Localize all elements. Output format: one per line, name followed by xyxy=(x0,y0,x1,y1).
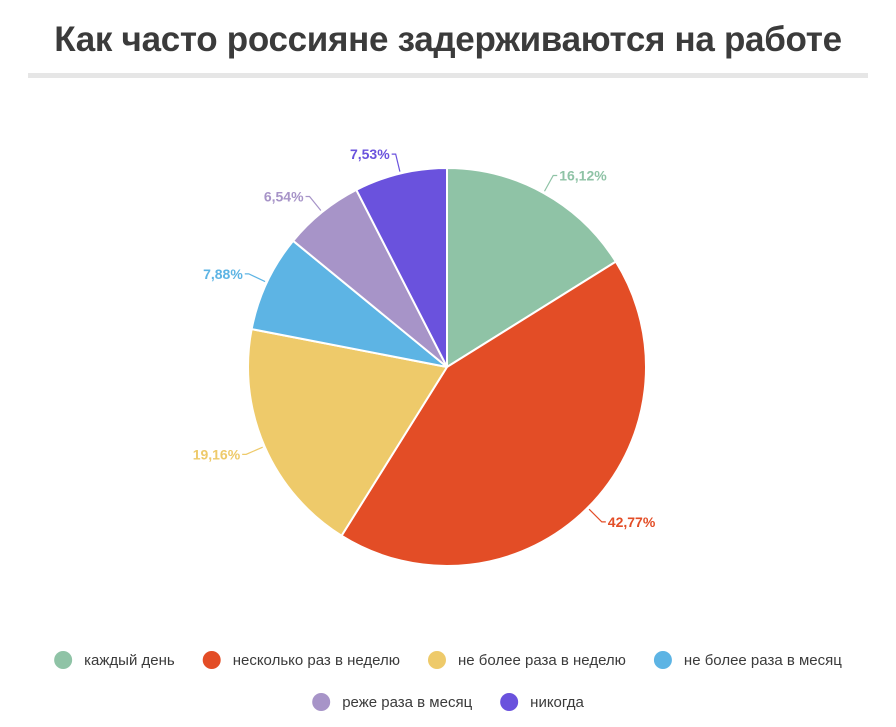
pie-slice-4 xyxy=(250,239,448,368)
leader-line-4 xyxy=(244,273,266,283)
leader-line-1 xyxy=(543,174,558,192)
legend-label-5: реже раза в месяц xyxy=(342,694,472,711)
legend-swatch-3 xyxy=(427,651,446,669)
pie-slice-1 xyxy=(446,166,618,369)
pie-slice-6 xyxy=(354,166,448,368)
legend-swatch-2 xyxy=(202,651,221,669)
legend-label-3: не более раза в неделю xyxy=(458,652,626,669)
slice-value-label-3: 19,16% xyxy=(193,446,241,462)
pie-slice-3 xyxy=(247,327,449,538)
legend-label-6: никогда xyxy=(530,694,584,711)
legend-swatch-1 xyxy=(54,651,73,669)
slice-value-label-2: 42,77% xyxy=(608,514,656,530)
legend-label-4: не более раза в месяц xyxy=(684,652,842,669)
legend-label-2: несколько раз в неделю xyxy=(233,652,400,669)
slice-labels: 16,12% 42,77% 19,16% 7,88% 6,54% 7,53% xyxy=(193,146,656,530)
legend-swatch-6 xyxy=(500,693,519,711)
label-leader-lines xyxy=(242,153,606,523)
slice-value-label-1: 16,12% xyxy=(559,167,607,183)
leader-line-2 xyxy=(588,508,606,523)
slice-value-label-6: 7,53% xyxy=(350,146,390,162)
legend-swatch-5 xyxy=(312,693,331,711)
leader-line-5 xyxy=(305,195,322,211)
chart-title: Как часто россияне задерживаются на рабо… xyxy=(54,20,842,59)
leader-line-6 xyxy=(391,153,401,172)
leader-line-3 xyxy=(242,446,263,455)
slice-value-label-4: 7,88% xyxy=(203,266,243,282)
legend-swatch-4 xyxy=(653,651,672,669)
legend: каждый день несколько раз в неделю не боле… xyxy=(54,651,842,711)
legend-label-1: каждый день xyxy=(84,652,175,669)
pie-slices xyxy=(247,166,647,567)
slice-value-label-5: 6,54% xyxy=(264,189,304,205)
title-divider xyxy=(28,73,868,78)
pie-slice-2 xyxy=(340,260,647,567)
